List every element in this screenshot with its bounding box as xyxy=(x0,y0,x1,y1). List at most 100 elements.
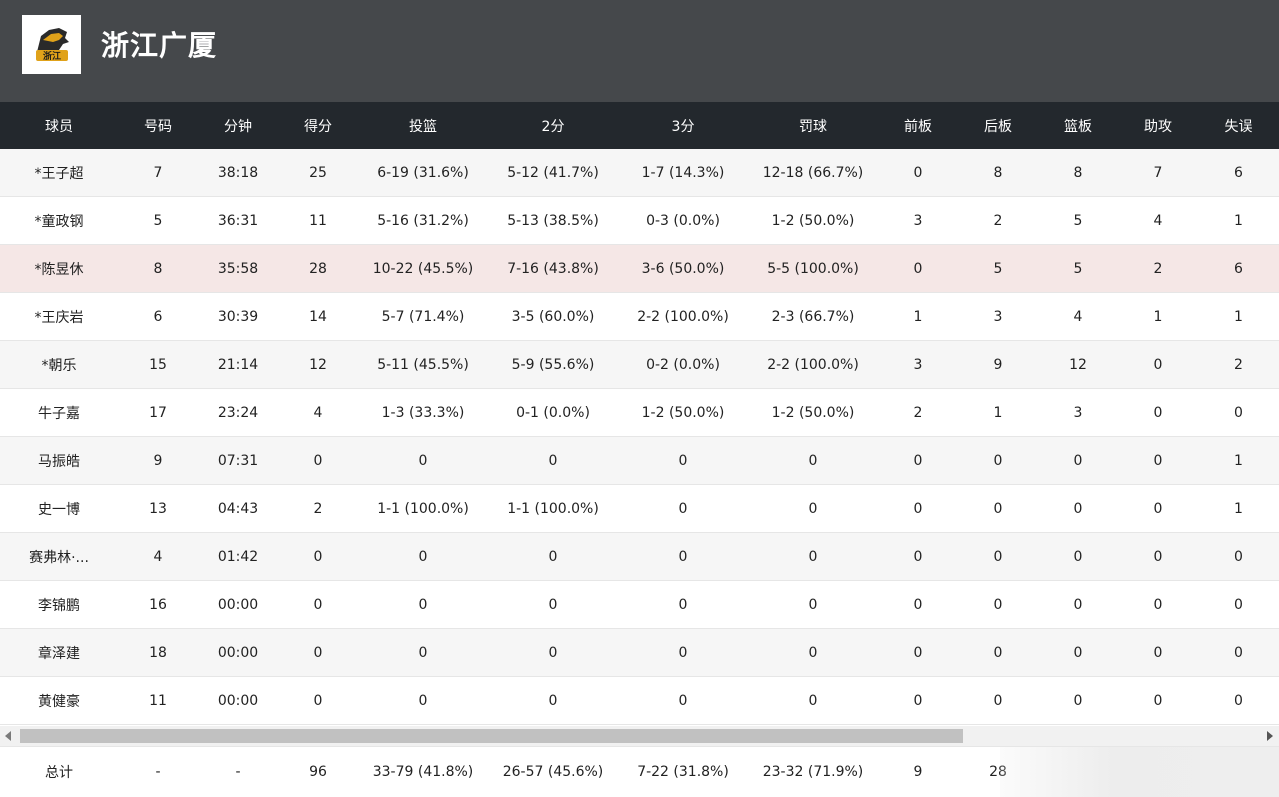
cell-off-reb: 0 xyxy=(913,260,923,277)
cell-number: 7 xyxy=(153,164,163,181)
column-header-ast[interactable]: 助攻 xyxy=(1144,118,1172,135)
column-header-two-pt[interactable]: 2分 xyxy=(541,118,565,135)
cell-two-pt: 5-13 (38.5%) xyxy=(507,212,599,229)
table-row[interactable]: *王子超 7 38:18 25 6-19 (31.6%) 5-12 (41.7%) 1-7 … xyxy=(0,149,1279,197)
cell-points: 11 xyxy=(309,212,327,229)
cell-def-reb: 1 xyxy=(993,404,1003,421)
cell-reb: 3 xyxy=(1073,404,1083,421)
total-points: 96 xyxy=(309,764,327,780)
team-logo: 浙江 xyxy=(22,15,81,74)
cell-three-pt: 2-2 (100.0%) xyxy=(637,308,729,325)
cell-three-pt: 0 xyxy=(678,548,688,565)
scroll-right-arrow-icon[interactable] xyxy=(1267,731,1273,741)
cell-fg: 1-1 (100.0%) xyxy=(377,500,469,517)
cell-three-pt: 0-2 (0.0%) xyxy=(646,356,720,373)
cell-off-reb: 0 xyxy=(913,548,923,565)
cell-three-pt: 0 xyxy=(678,452,688,469)
column-header-player[interactable]: 球员 xyxy=(45,118,73,135)
total-minutes: - xyxy=(235,764,241,780)
table-row[interactable]: 史一博 13 04:43 2 1-1 (100.0%) 1-1 (100.0%) 0 0 0 0 0… xyxy=(0,485,1279,533)
cell-points: 0 xyxy=(313,644,323,661)
table-row[interactable]: *童政钢 5 36:31 11 5-16 (31.2%) 5-13 (38.5%) 0-3 … xyxy=(0,197,1279,245)
cell-off-reb: 3 xyxy=(913,356,923,373)
cell-off-reb: 0 xyxy=(913,164,923,181)
cell-minutes: 38:18 xyxy=(217,164,259,181)
table-row[interactable]: *陈昱休 8 35:58 28 10-22 (45.5%) 7-16 (43.8%) 3-6… xyxy=(0,245,1279,293)
cell-two-pt: 0 xyxy=(548,644,558,661)
cell-number: 9 xyxy=(153,452,163,469)
column-header-minutes[interactable]: 分钟 xyxy=(224,118,252,135)
cell-def-reb: 8 xyxy=(993,164,1003,181)
table-row[interactable]: *王庆岩 6 30:39 14 5-7 (71.4%) 3-5 (60.0%) 2-2 (1… xyxy=(0,293,1279,341)
cell-two-pt: 0 xyxy=(548,692,558,709)
cell-ast: 0 xyxy=(1153,356,1163,373)
column-header-points[interactable]: 得分 xyxy=(304,118,332,135)
cell-tov: 1 xyxy=(1234,308,1243,325)
table-row[interactable]: 赛弗林·... 4 01:42 0 0 0 0 0 0 0 0 0 0 xyxy=(0,533,1279,581)
cell-player: *童政钢 xyxy=(34,213,84,230)
cell-fg: 0 xyxy=(418,596,428,613)
table-row[interactable]: 章泽建 18 00:00 0 0 0 0 0 0 0 0 0 0 xyxy=(0,629,1279,677)
cell-reb: 12 xyxy=(1069,356,1087,373)
cell-two-pt: 5-9 (55.6%) xyxy=(511,356,595,373)
cell-ast: 7 xyxy=(1153,164,1163,181)
team-header: 浙江 浙江广厦 xyxy=(0,0,1279,102)
column-header-reb[interactable]: 篮板 xyxy=(1064,118,1092,135)
cell-minutes: 07:31 xyxy=(217,452,259,469)
cell-three-pt: 0 xyxy=(678,692,688,709)
column-header-off-reb[interactable]: 前板 xyxy=(904,118,932,135)
cell-def-reb: 2 xyxy=(993,212,1003,229)
cell-points: 12 xyxy=(309,356,327,373)
cell-off-reb: 2 xyxy=(913,404,923,421)
column-header-tov[interactable]: 失误 xyxy=(1224,118,1253,135)
cell-player: *王庆岩 xyxy=(34,309,84,326)
cell-off-reb: 3 xyxy=(913,212,923,229)
logo-text: 浙江 xyxy=(42,50,60,62)
cell-two-pt: 1-1 (100.0%) xyxy=(507,500,599,517)
column-header-ft[interactable]: 罚球 xyxy=(799,118,827,135)
cell-number: 16 xyxy=(149,596,167,613)
cell-two-pt: 0 xyxy=(548,452,558,469)
scroll-thumb[interactable] xyxy=(20,729,963,743)
table-row[interactable]: 黄健豪 11 00:00 0 0 0 0 0 0 0 0 0 0 xyxy=(0,677,1279,725)
column-header-three-pt[interactable]: 3分 xyxy=(671,118,695,135)
horizontal-scrollbar[interactable] xyxy=(0,726,1279,746)
table-row[interactable]: *朝乐 15 21:14 12 5-11 (45.5%) 5-9 (55.6%) 0-2 (… xyxy=(0,341,1279,389)
table-row[interactable]: 牛子嘉 17 23:24 4 1-3 (33.3%) 0-1 (0.0%) 1-2 (50.… xyxy=(0,389,1279,437)
cell-reb: 0 xyxy=(1073,452,1083,469)
cell-points: 0 xyxy=(313,452,323,469)
cell-tov: 0 xyxy=(1234,548,1243,565)
cell-ft: 2-3 (66.7%) xyxy=(771,308,855,325)
cell-ast: 1 xyxy=(1153,308,1163,325)
cell-ft: 0 xyxy=(808,644,818,661)
cell-fg: 0 xyxy=(418,548,428,565)
cell-ast: 0 xyxy=(1153,644,1163,661)
cell-def-reb: 9 xyxy=(993,356,1003,373)
scroll-left-arrow-icon[interactable] xyxy=(5,731,11,741)
cell-points: 0 xyxy=(313,596,323,613)
cell-three-pt: 0-3 (0.0%) xyxy=(646,212,720,229)
cell-two-pt: 0-1 (0.0%) xyxy=(516,404,590,421)
cell-number: 18 xyxy=(149,644,167,661)
cell-points: 0 xyxy=(313,548,323,565)
cell-ast: 0 xyxy=(1153,452,1163,469)
cell-fg: 0 xyxy=(418,644,428,661)
column-header-fg[interactable]: 投篮 xyxy=(409,118,437,135)
table-row[interactable]: 李锦鹏 16 00:00 0 0 0 0 0 0 0 0 0 0 xyxy=(0,581,1279,629)
cell-ast: 0 xyxy=(1153,404,1163,421)
total-fg: 33-79 (41.8%) xyxy=(372,764,474,780)
cell-number: 17 xyxy=(149,404,167,421)
cell-points: 14 xyxy=(309,308,327,325)
table-row[interactable]: 马振皓 9 07:31 0 0 0 0 0 0 0 0 0 1 xyxy=(0,437,1279,485)
cell-reb: 0 xyxy=(1073,644,1083,661)
column-header-number[interactable]: 号码 xyxy=(144,118,172,135)
cell-off-reb: 1 xyxy=(913,308,923,325)
cell-reb: 0 xyxy=(1073,548,1083,565)
player-stats-table: *王子超 7 38:18 25 6-19 (31.6%) 5-12 (41.7%) 1-7 … xyxy=(0,149,1279,725)
total-player: 总计 xyxy=(45,765,73,781)
cell-reb: 0 xyxy=(1073,500,1083,517)
cell-minutes: 36:31 xyxy=(217,212,259,229)
column-header-def-reb[interactable]: 后板 xyxy=(984,118,1012,135)
cell-three-pt: 0 xyxy=(678,596,688,613)
cell-minutes: 21:14 xyxy=(217,356,259,373)
